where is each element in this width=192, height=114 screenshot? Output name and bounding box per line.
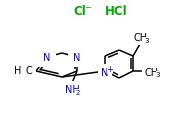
Text: N: N (73, 53, 81, 62)
Text: 3: 3 (145, 38, 149, 44)
Text: N: N (43, 53, 51, 62)
Text: H: H (14, 65, 21, 75)
Text: C: C (26, 65, 33, 75)
Text: 3: 3 (156, 71, 160, 77)
Text: NH: NH (65, 84, 79, 94)
Text: CH: CH (145, 67, 159, 77)
Text: 2: 2 (76, 89, 80, 95)
Text: CH: CH (134, 33, 148, 43)
Text: +: + (107, 64, 113, 73)
Text: 3: 3 (23, 70, 27, 76)
Text: −: − (84, 3, 92, 12)
Text: HCl: HCl (105, 4, 127, 17)
Text: N: N (101, 67, 109, 77)
Text: Cl: Cl (74, 4, 86, 17)
